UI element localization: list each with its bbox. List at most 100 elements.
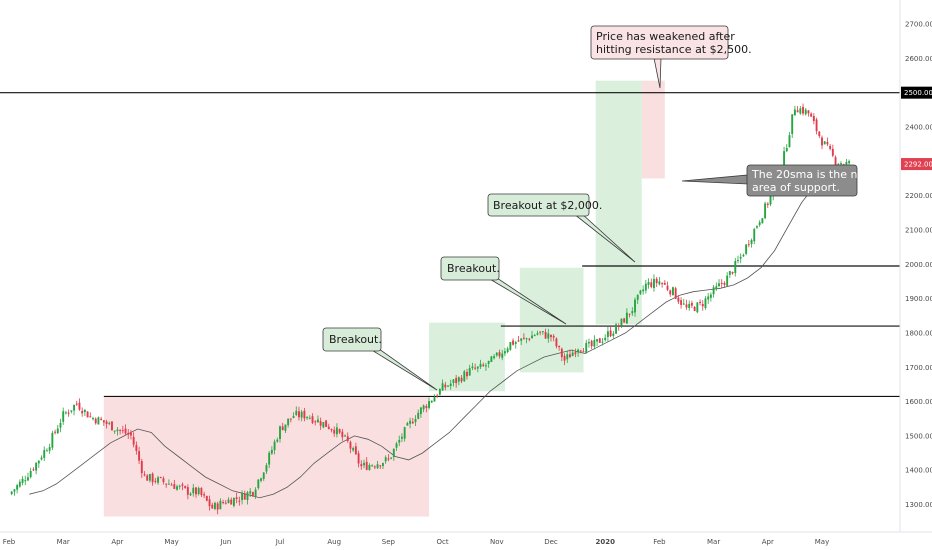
- candle-body: [644, 283, 647, 291]
- candle-body: [29, 470, 32, 478]
- candle-body: [514, 342, 517, 344]
- candle-body: [574, 352, 577, 355]
- candle-body: [753, 229, 756, 242]
- candle-body: [804, 109, 807, 115]
- candle-body: [536, 333, 539, 335]
- candle-body: [119, 429, 122, 431]
- price-label-badge: [901, 86, 932, 99]
- candle-body: [699, 301, 701, 303]
- candle-body: [509, 342, 512, 350]
- candle-body: [200, 487, 203, 496]
- candle-body: [56, 428, 59, 434]
- candle-body: [807, 110, 810, 114]
- candle-body: [13, 489, 16, 492]
- candle-body: [384, 457, 387, 462]
- candle-body: [444, 384, 447, 388]
- candle-body: [354, 446, 357, 455]
- candle-body: [601, 341, 604, 343]
- annotation-breakout-lower: Breakout.: [322, 327, 438, 391]
- candle-body: [829, 146, 832, 149]
- annotation-box: [322, 327, 382, 352]
- candle-body: [430, 400, 433, 403]
- candle-body: [680, 300, 683, 305]
- candle-body: [723, 282, 726, 285]
- candle-body: [634, 299, 636, 313]
- candle-body: [604, 337, 607, 341]
- time-tick-label: May: [164, 538, 178, 546]
- candle-body: [154, 480, 157, 482]
- svg-text:Breakout.: Breakout.: [329, 333, 382, 346]
- candle-body: [373, 466, 376, 468]
- candle-body: [615, 324, 617, 334]
- candle-body: [685, 304, 688, 308]
- candle-body: [541, 331, 544, 333]
- candle-body: [414, 418, 417, 423]
- candle-body: [216, 503, 219, 510]
- candle-body: [476, 366, 479, 369]
- candle-body: [788, 135, 791, 148]
- candle-body: [737, 260, 739, 262]
- candle-body: [712, 287, 715, 295]
- candle-body: [51, 432, 54, 448]
- candle-body: [663, 282, 666, 285]
- candle-body: [108, 422, 111, 424]
- price-label-badge: [901, 158, 932, 171]
- candle-body: [357, 453, 360, 464]
- candle-body: [75, 403, 78, 405]
- candle-body: [539, 331, 542, 333]
- price-tick-label: 2700.00: [905, 21, 932, 29]
- svg-text:Breakout.: Breakout.: [447, 262, 500, 275]
- candle-body: [823, 141, 826, 145]
- candle-body: [64, 412, 67, 414]
- candle-body: [550, 334, 552, 338]
- time-tick-label: Aug: [327, 538, 341, 546]
- candle-body: [693, 306, 696, 311]
- candle-body: [438, 389, 441, 395]
- candle-body: [503, 351, 506, 354]
- candle-body: [289, 418, 292, 420]
- candle-body: [205, 495, 208, 501]
- candle-body: [612, 333, 615, 336]
- candle-body: [653, 278, 655, 289]
- sma-20-line: [29, 164, 843, 499]
- candle-body: [522, 337, 525, 339]
- candle-body: [558, 345, 561, 348]
- annotation-pointer: [368, 348, 438, 391]
- annotation-line: Breakout at $2,000.: [493, 199, 602, 212]
- candle-body: [579, 350, 582, 352]
- candle-body: [650, 282, 653, 288]
- candle-body: [793, 109, 796, 116]
- candle-body: [176, 486, 178, 490]
- candle-body: [322, 422, 325, 428]
- candle-body: [265, 465, 268, 472]
- candle-body: [620, 318, 623, 326]
- candle-body: [330, 429, 333, 431]
- price-axis: 1300.00 1400.00 1500.00 1600.00 1700.00 1800.…: [901, 21, 932, 509]
- candle-body: [254, 489, 257, 497]
- candle-body: [821, 137, 823, 146]
- annotation-sma-support: The 20sma is the next area of support.: [681, 164, 876, 197]
- svg-text:area of support.: area of support.: [752, 181, 840, 194]
- candle-body: [341, 431, 344, 438]
- candle-body: [292, 415, 295, 418]
- candle-body: [135, 445, 138, 451]
- candle-body: [718, 283, 720, 287]
- candle-body: [560, 348, 563, 358]
- candle-body: [319, 421, 322, 426]
- candle-body: [403, 427, 406, 439]
- candle-body: [173, 484, 176, 489]
- annotation-pointer: [681, 174, 749, 185]
- candle-body: [666, 285, 669, 290]
- candle-body: [609, 330, 612, 337]
- candle-body: [525, 338, 528, 340]
- annotation-box: [590, 25, 729, 60]
- candle-body: [647, 281, 650, 285]
- candle-body: [371, 465, 374, 467]
- candle-body: [238, 500, 241, 502]
- candle-body: [368, 465, 371, 471]
- candle-body: [287, 418, 290, 426]
- candle-body: [148, 474, 151, 481]
- candle-body: [203, 494, 206, 496]
- candle-body: [587, 342, 590, 344]
